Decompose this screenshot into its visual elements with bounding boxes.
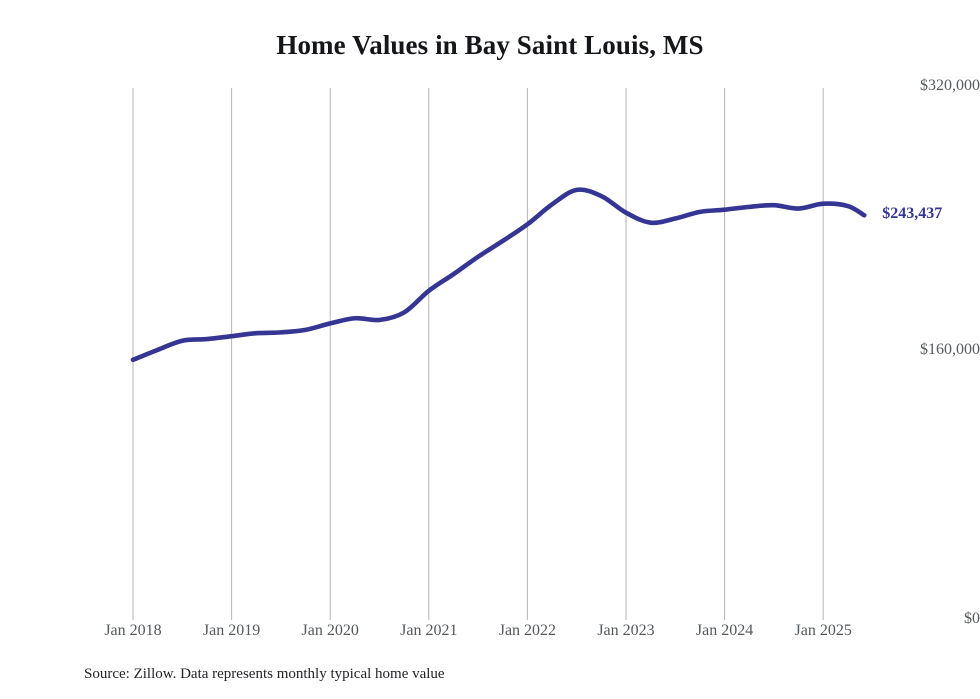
x-axis-tick-label-jan-2021: Jan 2021 — [400, 622, 458, 639]
gridline-group — [132, 88, 824, 620]
y-axis-tick-label-0: $0 — [964, 610, 980, 627]
source-note: Source: Zillow. Data represents monthly … — [84, 666, 445, 682]
home-value-line-series — [130, 187, 867, 363]
x-axis-tick-label-jan-2024: Jan 2024 — [695, 622, 754, 639]
y-axis-tick-label-160000: $160,000 — [920, 341, 980, 358]
page-title: Home Values in Bay Saint Louis, MS — [276, 30, 704, 60]
x-axis-tick-label-jan-2025: Jan 2025 — [794, 622, 852, 639]
x-axis-tick-label-jan-2019: Jan 2019 — [202, 622, 261, 639]
x-axis-tick-label-jan-2018: Jan 2018 — [104, 622, 162, 639]
x-axis-tick-label-jan-2023: Jan 2023 — [597, 622, 655, 639]
x-axis-tick-label-jan-2020: Jan 2020 — [301, 622, 359, 639]
series-end-value-annotation: $243,437 — [882, 205, 943, 223]
y-axis-tick-label-320000: $320,000 — [920, 77, 980, 94]
x-axis-tick-label-jan-2022: Jan 2022 — [498, 622, 557, 639]
